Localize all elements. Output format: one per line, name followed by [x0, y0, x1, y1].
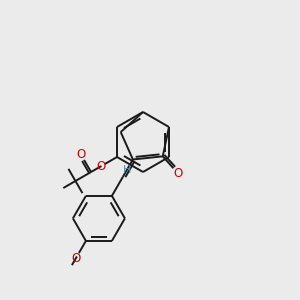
Text: O: O: [76, 148, 86, 161]
Text: O: O: [173, 167, 183, 180]
Text: O: O: [71, 252, 80, 265]
Text: O: O: [96, 160, 105, 173]
Text: H: H: [123, 165, 131, 175]
